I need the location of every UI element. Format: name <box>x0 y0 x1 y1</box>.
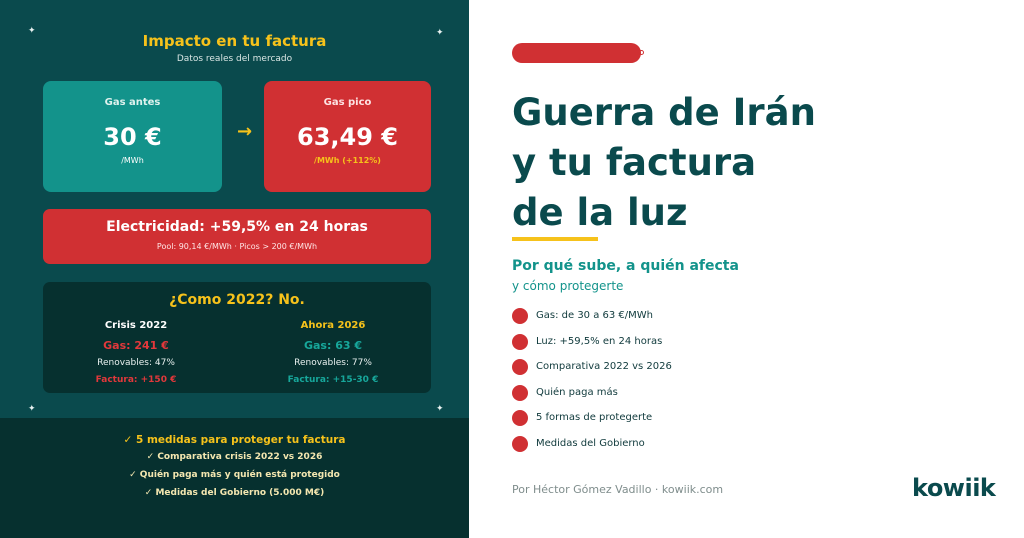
benefit-item: ✓ 5 medidas para proteger tu factura <box>123 434 346 446</box>
topic-label: Comparativa 2022 vs 2026 <box>536 361 672 373</box>
impact-subtitle: Datos reales del mercado <box>176 54 293 64</box>
kowiik-logo: kowiik <box>912 474 996 502</box>
red-dot-icon <box>512 410 528 427</box>
topic-label: 5 formas de protegerte <box>536 412 653 424</box>
comparison-title: ¿Como 2022? No. <box>169 292 305 308</box>
gas-peak-value: 63,49 € <box>297 123 398 151</box>
headline: Guerra de Irán y tu factura de la luz <box>512 88 992 238</box>
gas-peak-label: Gas pico <box>323 97 372 108</box>
headline-line: y tu factura <box>512 141 757 184</box>
headline-line: de la luz <box>512 191 688 234</box>
left-bottom-band <box>0 418 469 538</box>
benefit-item: ✓ Comparativa crisis 2022 vs 2026 <box>146 452 323 462</box>
subheading: Por qué sube, a quién afecta <box>512 258 739 274</box>
topic-label: Medidas del Gobierno <box>536 437 645 449</box>
red-dot-icon <box>512 333 528 350</box>
crisis-2022-bill: Factura: +150 € <box>95 375 177 385</box>
electricity-banner: Electricidad: +59,5% en 24 horas Pool: 9… <box>43 209 431 264</box>
sparkle-icon: ✦ <box>436 404 444 414</box>
red-dot-icon <box>512 359 528 376</box>
subheading-secondary: y cómo protegerte <box>512 279 624 293</box>
electricity-title: Electricidad: +59,5% en 24 horas <box>106 219 368 235</box>
crisis-2022-column: Crisis 2022 Gas: 241 € Renovables: 47% F… <box>56 320 216 385</box>
crisis-2022-renewables: Renovables: 47% <box>97 358 175 368</box>
comparison-box: ¿Como 2022? No. Crisis 2022 Gas: 241 € R… <box>43 282 431 393</box>
gas-peak-card: Gas pico 63,49 € /MWh (+112%) <box>264 81 431 192</box>
red-dot-icon <box>512 384 528 401</box>
gas-peak-unit: /MWh (+112%) <box>314 156 381 165</box>
benefit-item: ✓ Quién paga más y quién está protegido <box>129 470 340 480</box>
impact-title: Impacto en tu factura <box>142 32 327 50</box>
now-2026-gas: Gas: 63 € <box>303 339 363 352</box>
now-2026-column: Ahora 2026 Gas: 63 € Renovables: 77% Fac… <box>253 320 413 385</box>
gas-before-value: 30 € <box>103 123 162 151</box>
topic-label: Gas: de 30 a 63 €/MWh <box>536 310 654 321</box>
sparkle-icon: ✦ <box>28 26 36 36</box>
pill-dot-decoration <box>639 50 644 55</box>
now-2026-bill: Factura: +15-30 € <box>287 375 379 385</box>
red-dot-icon <box>512 435 528 452</box>
headline-line: Guerra de Irán <box>512 91 816 134</box>
red-pill-decoration <box>512 43 641 63</box>
benefits-list: ✓ 5 medidas para proteger tu factura ✓ C… <box>0 434 469 506</box>
crisis-2022-gas: Gas: 241 € <box>103 339 169 352</box>
topic-label: Quién paga más <box>536 386 618 398</box>
sparkle-icon: ✦ <box>436 28 444 38</box>
now-2026-heading: Ahora 2026 <box>300 320 366 331</box>
topic-label: Luz: +59,5% en 24 horas <box>536 335 663 347</box>
now-2026-renewables: Renovables: 77% <box>294 358 372 368</box>
red-dot-icon <box>512 308 528 324</box>
gas-before-unit: /MWh <box>121 156 144 165</box>
gas-before-label: Gas antes <box>104 97 161 108</box>
benefit-item: ✓ Medidas del Gobierno (5.000 M€) <box>144 488 325 498</box>
crisis-2022-heading: Crisis 2022 <box>104 320 168 331</box>
author-byline: Por Héctor Gómez Vadillo · kowiik.com <box>512 483 724 496</box>
electricity-detail: Pool: 90,14 €/MWh · Picos > 200 €/MWh <box>156 242 318 251</box>
sparkle-icon: ✦ <box>28 404 36 414</box>
accent-divider <box>512 237 598 241</box>
arrow-right-icon: → <box>237 121 253 142</box>
gas-before-card: Gas antes 30 € /MWh <box>43 81 222 192</box>
